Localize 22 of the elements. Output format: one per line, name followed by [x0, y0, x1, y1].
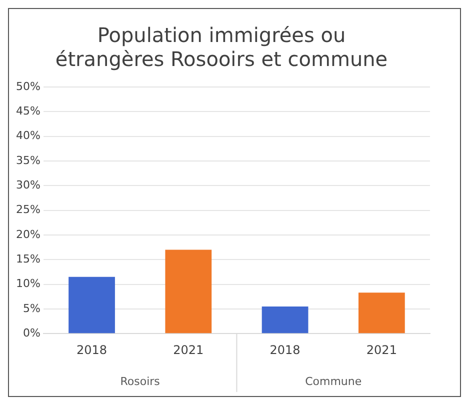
chart-title: Population immigrées ou étrangères Rosooirs et commune	[55, 23, 388, 72]
bar	[165, 250, 212, 334]
y-tick-label: 5%	[22, 302, 40, 315]
y-tick-label: 30%	[16, 178, 40, 192]
y-tick-label: 10%	[16, 277, 40, 290]
bar	[262, 306, 308, 334]
y-tick-label: 45%	[16, 104, 40, 118]
y-tick-label: 15%	[16, 252, 40, 266]
x-tick-label: 2021	[366, 342, 397, 357]
y-tick-label: 0%	[22, 326, 40, 340]
x-tick-label: 2018	[270, 342, 300, 357]
x-tick-label: 2018	[76, 342, 108, 357]
y-tick-label: 20%	[16, 228, 40, 241]
bar	[358, 292, 405, 334]
y-tick-label: 35%	[16, 154, 40, 167]
y-tick-label: 25%	[16, 203, 40, 216]
y-tick-label: 40%	[16, 129, 40, 142]
bar	[68, 276, 115, 334]
text: Rosoirs	[120, 374, 160, 388]
text: Commune	[305, 374, 362, 388]
y-tick-label: 50%	[16, 80, 40, 93]
x-tick-label: 2021	[173, 342, 204, 357]
